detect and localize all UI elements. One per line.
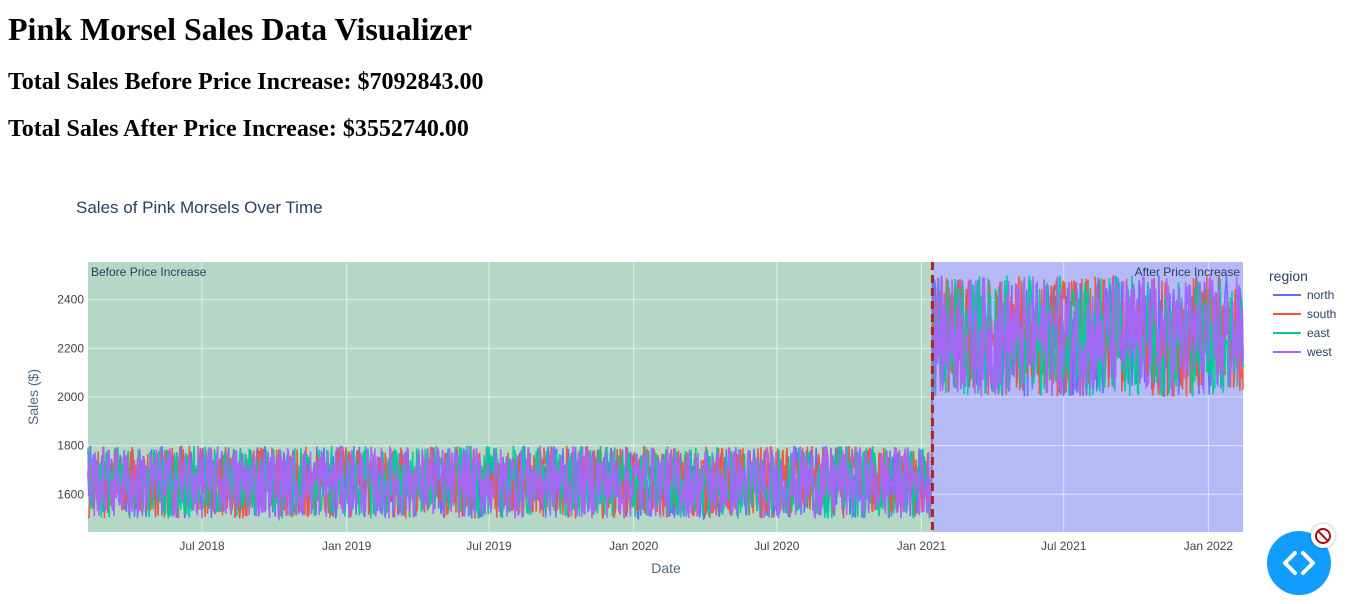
total-sales-after: Total Sales After Price Increase: $35527… [8, 116, 469, 142]
region-label-after: After Price Increase [1135, 265, 1241, 279]
code-brackets-icon [1283, 551, 1315, 575]
sales-chart[interactable]: Sales of Pink Morsels Over Time Before P… [0, 175, 1366, 604]
no-entry-icon [1315, 528, 1331, 544]
x-tick-label: Jan 2021 [897, 539, 947, 553]
page-title: Pink Morsel Sales Data Visualizer [8, 11, 472, 47]
series-line-west [87, 275, 1244, 522]
sales-chart-svg[interactable]: Sales of Pink Morsels Over Time Before P… [0, 175, 1366, 604]
x-tick-label: Jul 2020 [754, 539, 800, 553]
legend-label-west: west [1306, 345, 1332, 359]
y-axis-title: Sales ($) [25, 369, 41, 425]
x-tick-label: Jan 2020 [609, 539, 659, 553]
y-tick-label: 1800 [57, 439, 84, 453]
y-tick-label: 2400 [57, 293, 84, 307]
x-tick-label: Jul 2021 [1041, 539, 1087, 553]
legend-label-south: south [1307, 307, 1336, 321]
x-tick-label: Jan 2022 [1184, 539, 1234, 553]
total-sales-before: Total Sales Before Price Increase: $7092… [8, 69, 484, 95]
x-tick-label: Jul 2018 [179, 539, 225, 553]
server-status-badge[interactable] [1311, 524, 1335, 548]
legend-title: region [1269, 268, 1308, 284]
y-tick-label: 1600 [57, 487, 84, 501]
legend-label-east: east [1307, 326, 1330, 340]
chart-title: Sales of Pink Morsels Over Time [76, 198, 323, 217]
y-tick-label: 2200 [57, 341, 84, 355]
y-tick-label: 2000 [57, 390, 84, 404]
x-tick-label: Jan 2019 [322, 539, 372, 553]
x-tick-label: Jul 2019 [466, 539, 512, 553]
legend-label-north: north [1307, 288, 1334, 302]
x-axis-title: Date [651, 560, 681, 576]
region-label-before: Before Price Increase [91, 265, 207, 279]
